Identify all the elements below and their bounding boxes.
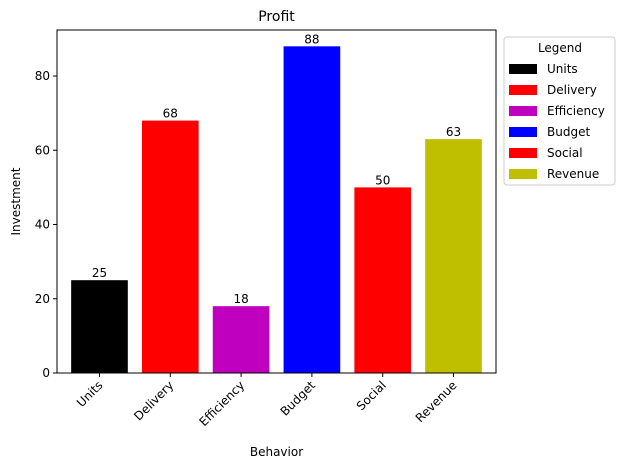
- legend-swatch-delivery: [509, 85, 537, 95]
- bar-budget: [283, 46, 341, 373]
- x-axis-label: Behavior: [250, 445, 303, 459]
- data-label-efficiency: 18: [233, 292, 248, 306]
- y-tick-label-40: 40: [35, 218, 50, 232]
- data-label-social: 50: [375, 173, 390, 187]
- data-label-delivery: 68: [163, 107, 178, 121]
- x-tick-label-budget: Budget: [278, 378, 319, 419]
- plot-frame: [56, 29, 497, 374]
- legend-swatch-social: [509, 148, 537, 158]
- data-labels: 25 68 18 88 50 63: [92, 32, 461, 306]
- bar-efficiency: [212, 306, 270, 373]
- data-label-budget: 88: [304, 32, 319, 46]
- y-axis: 0 20 40 60 80: [35, 69, 57, 380]
- bar-revenue: [425, 139, 482, 373]
- legend-label-delivery: Delivery: [547, 83, 597, 97]
- legend-label-efficiency: Efficiency: [547, 104, 605, 118]
- data-label-revenue: 63: [446, 125, 461, 139]
- legend-title: Legend: [538, 41, 582, 55]
- bars: [71, 46, 482, 373]
- x-axis: Units Delivery Efficiency Budget Social Reven…: [74, 373, 460, 429]
- legend: Legend Units Delivery Efficiency Budget Soci…: [503, 36, 616, 186]
- legend-swatch-efficiency: [509, 106, 537, 116]
- legend-label-units: Units: [547, 62, 578, 76]
- legend-label-revenue: Revenue: [547, 167, 599, 181]
- y-axis-label: Investment: [9, 167, 23, 235]
- bar-delivery: [141, 120, 199, 373]
- x-tick-label-delivery: Delivery: [131, 378, 176, 423]
- x-tick-label-efficiency: Efficiency: [196, 378, 247, 429]
- bar-social: [354, 187, 412, 373]
- chart-title: Profit: [258, 9, 295, 25]
- data-label-units: 25: [92, 266, 107, 280]
- bar-units: [71, 280, 128, 373]
- y-tick-label-60: 60: [35, 143, 50, 157]
- legend-swatch-units: [509, 64, 537, 74]
- y-tick-label-80: 80: [35, 69, 50, 83]
- y-tick-label-0: 0: [42, 366, 50, 380]
- legend-label-social: Social: [547, 146, 583, 160]
- x-tick-label-units: Units: [74, 378, 106, 410]
- legend-swatch-budget: [509, 127, 537, 137]
- legend-swatch-revenue: [509, 169, 537, 179]
- x-tick-label-social: Social: [354, 378, 389, 413]
- x-tick-label-revenue: Revenue: [413, 378, 460, 425]
- legend-label-budget: Budget: [547, 125, 590, 139]
- legend-entries: Units Delivery Efficiency Budget Social Reven…: [509, 62, 605, 181]
- y-tick-label-20: 20: [35, 292, 50, 306]
